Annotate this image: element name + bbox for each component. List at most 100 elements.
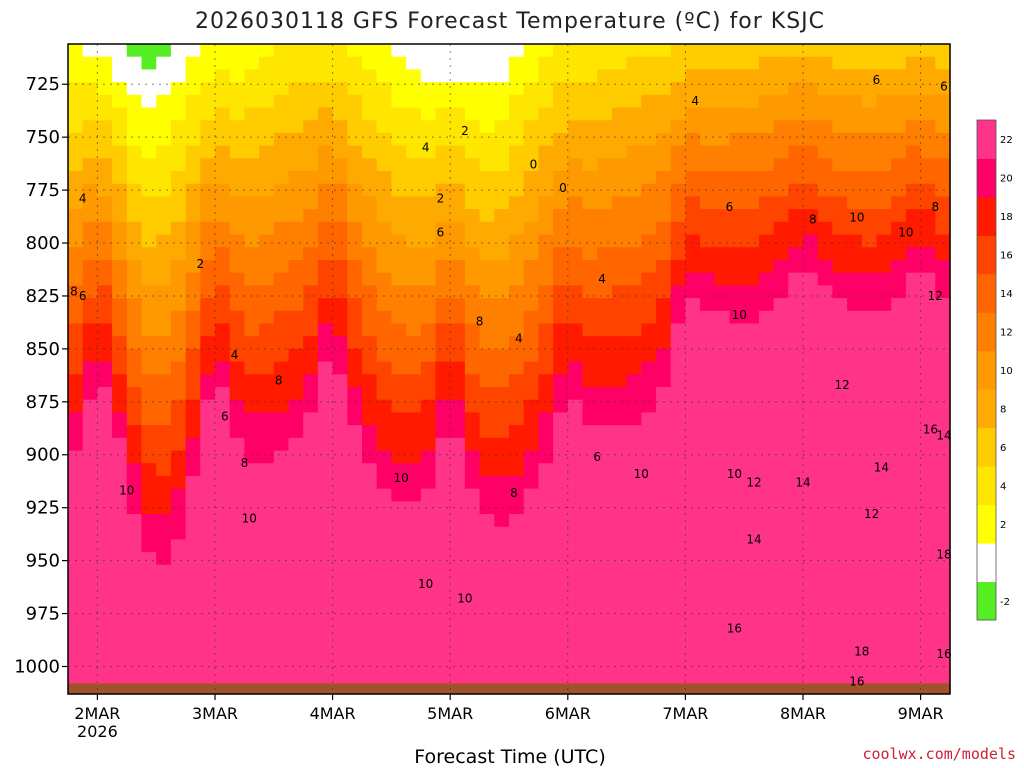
temperature-cell — [861, 399, 878, 414]
temperature-cell — [861, 310, 878, 325]
temperature-cell — [523, 641, 539, 655]
temperature-cell — [200, 120, 216, 134]
temperature-cell — [185, 196, 201, 210]
contour-label: 4 — [422, 141, 430, 155]
temperature-cell — [656, 666, 672, 680]
temperature-cell — [376, 666, 392, 680]
temperature-cell — [420, 653, 437, 668]
temperature-cell — [567, 526, 584, 541]
temperature-cell — [700, 158, 716, 172]
temperature-cell — [773, 539, 789, 553]
temperature-cell — [509, 158, 525, 172]
temperature-cell — [788, 348, 804, 363]
temperature-cell — [494, 209, 510, 223]
temperature-cell — [464, 386, 481, 401]
temperature-cell — [597, 552, 613, 566]
y-tick-label: 850 — [26, 339, 60, 360]
temperature-cell — [406, 412, 422, 426]
temperature-cell — [656, 234, 672, 248]
temperature-cell — [920, 602, 936, 617]
temperature-cell — [656, 107, 672, 121]
temperature-cell — [729, 399, 745, 414]
temperature-cell — [758, 590, 775, 604]
temperature-cell — [788, 374, 804, 388]
temperature-cell — [670, 615, 686, 629]
temperature-cell — [68, 285, 84, 299]
temperature-cell — [626, 94, 642, 109]
temperature-cell — [420, 298, 437, 312]
temperature-cell — [200, 628, 216, 642]
temperature-cell — [317, 514, 334, 528]
temperature-cell — [582, 602, 598, 617]
temperature-cell — [303, 196, 319, 210]
temperature-cell — [494, 323, 510, 337]
temperature-cell — [509, 107, 525, 121]
temperature-cell — [744, 374, 760, 388]
temperature-cell — [832, 234, 848, 248]
temperature-cell — [611, 463, 628, 477]
temperature-cell — [112, 56, 128, 71]
temperature-cell — [700, 539, 716, 553]
temperature-cell — [597, 209, 613, 223]
temperature-cell — [376, 628, 392, 642]
temperature-cell — [670, 107, 686, 121]
temperature-cell — [494, 272, 510, 286]
temperature-cell — [450, 132, 466, 147]
temperature-cell — [303, 602, 319, 617]
temperature-cell — [847, 653, 863, 668]
temperature-cell — [185, 221, 201, 236]
temperature-cell — [406, 501, 422, 515]
temperature-cell — [288, 171, 304, 185]
temperature-cell — [406, 564, 422, 579]
temperature-cell — [611, 107, 628, 121]
temperature-cell — [656, 526, 672, 541]
temperature-cell — [450, 450, 466, 464]
temperature-cell — [170, 564, 187, 579]
temperature-cell — [641, 171, 657, 185]
temperature-cell — [273, 361, 290, 375]
temperature-cell — [126, 539, 143, 553]
temperature-cell — [773, 641, 789, 655]
temperature-cell — [244, 310, 260, 325]
temperature-cell — [670, 285, 686, 299]
temperature-cell — [861, 615, 878, 629]
temperature-cell — [597, 399, 613, 414]
temperature-cell — [817, 475, 833, 490]
temperature-cell — [288, 374, 304, 388]
temperature-cell — [773, 323, 789, 337]
contour-label: 8 — [241, 456, 249, 470]
temperature-cell — [332, 323, 348, 337]
temperature-cell — [553, 475, 569, 490]
temperature-cell — [303, 666, 319, 680]
temperature-cell — [141, 209, 157, 223]
temperature-cell — [905, 577, 922, 591]
temperature-cell — [259, 56, 275, 71]
temperature-cell — [538, 171, 554, 185]
temperature-cell — [406, 272, 422, 286]
temperature-cell — [126, 323, 143, 337]
temperature-cell — [347, 285, 363, 299]
temperature-cell — [758, 463, 775, 477]
temperature-cell — [97, 488, 113, 502]
temperature-cell — [729, 628, 745, 642]
temperature-cell — [714, 564, 731, 579]
temperature-cell — [406, 56, 422, 71]
temperature-cell — [685, 374, 701, 388]
temperature-cell — [538, 196, 554, 210]
temperature-cell — [156, 564, 172, 579]
temperature-cell — [567, 69, 584, 83]
temperature-cell — [112, 221, 128, 236]
temperature-cell — [641, 412, 657, 426]
temperature-cell — [376, 44, 392, 58]
temperature-cell — [876, 539, 892, 553]
temperature-cell — [68, 615, 84, 629]
temperature-cell — [479, 641, 495, 655]
contour-label: 6 — [221, 410, 229, 424]
temperature-cell — [126, 298, 143, 312]
temperature-cell — [832, 158, 848, 172]
temperature-cell — [406, 615, 422, 629]
temperature-cell — [126, 209, 143, 223]
temperature-cell — [553, 56, 569, 71]
temperature-cell — [347, 259, 363, 274]
temperature-cell — [861, 628, 878, 642]
